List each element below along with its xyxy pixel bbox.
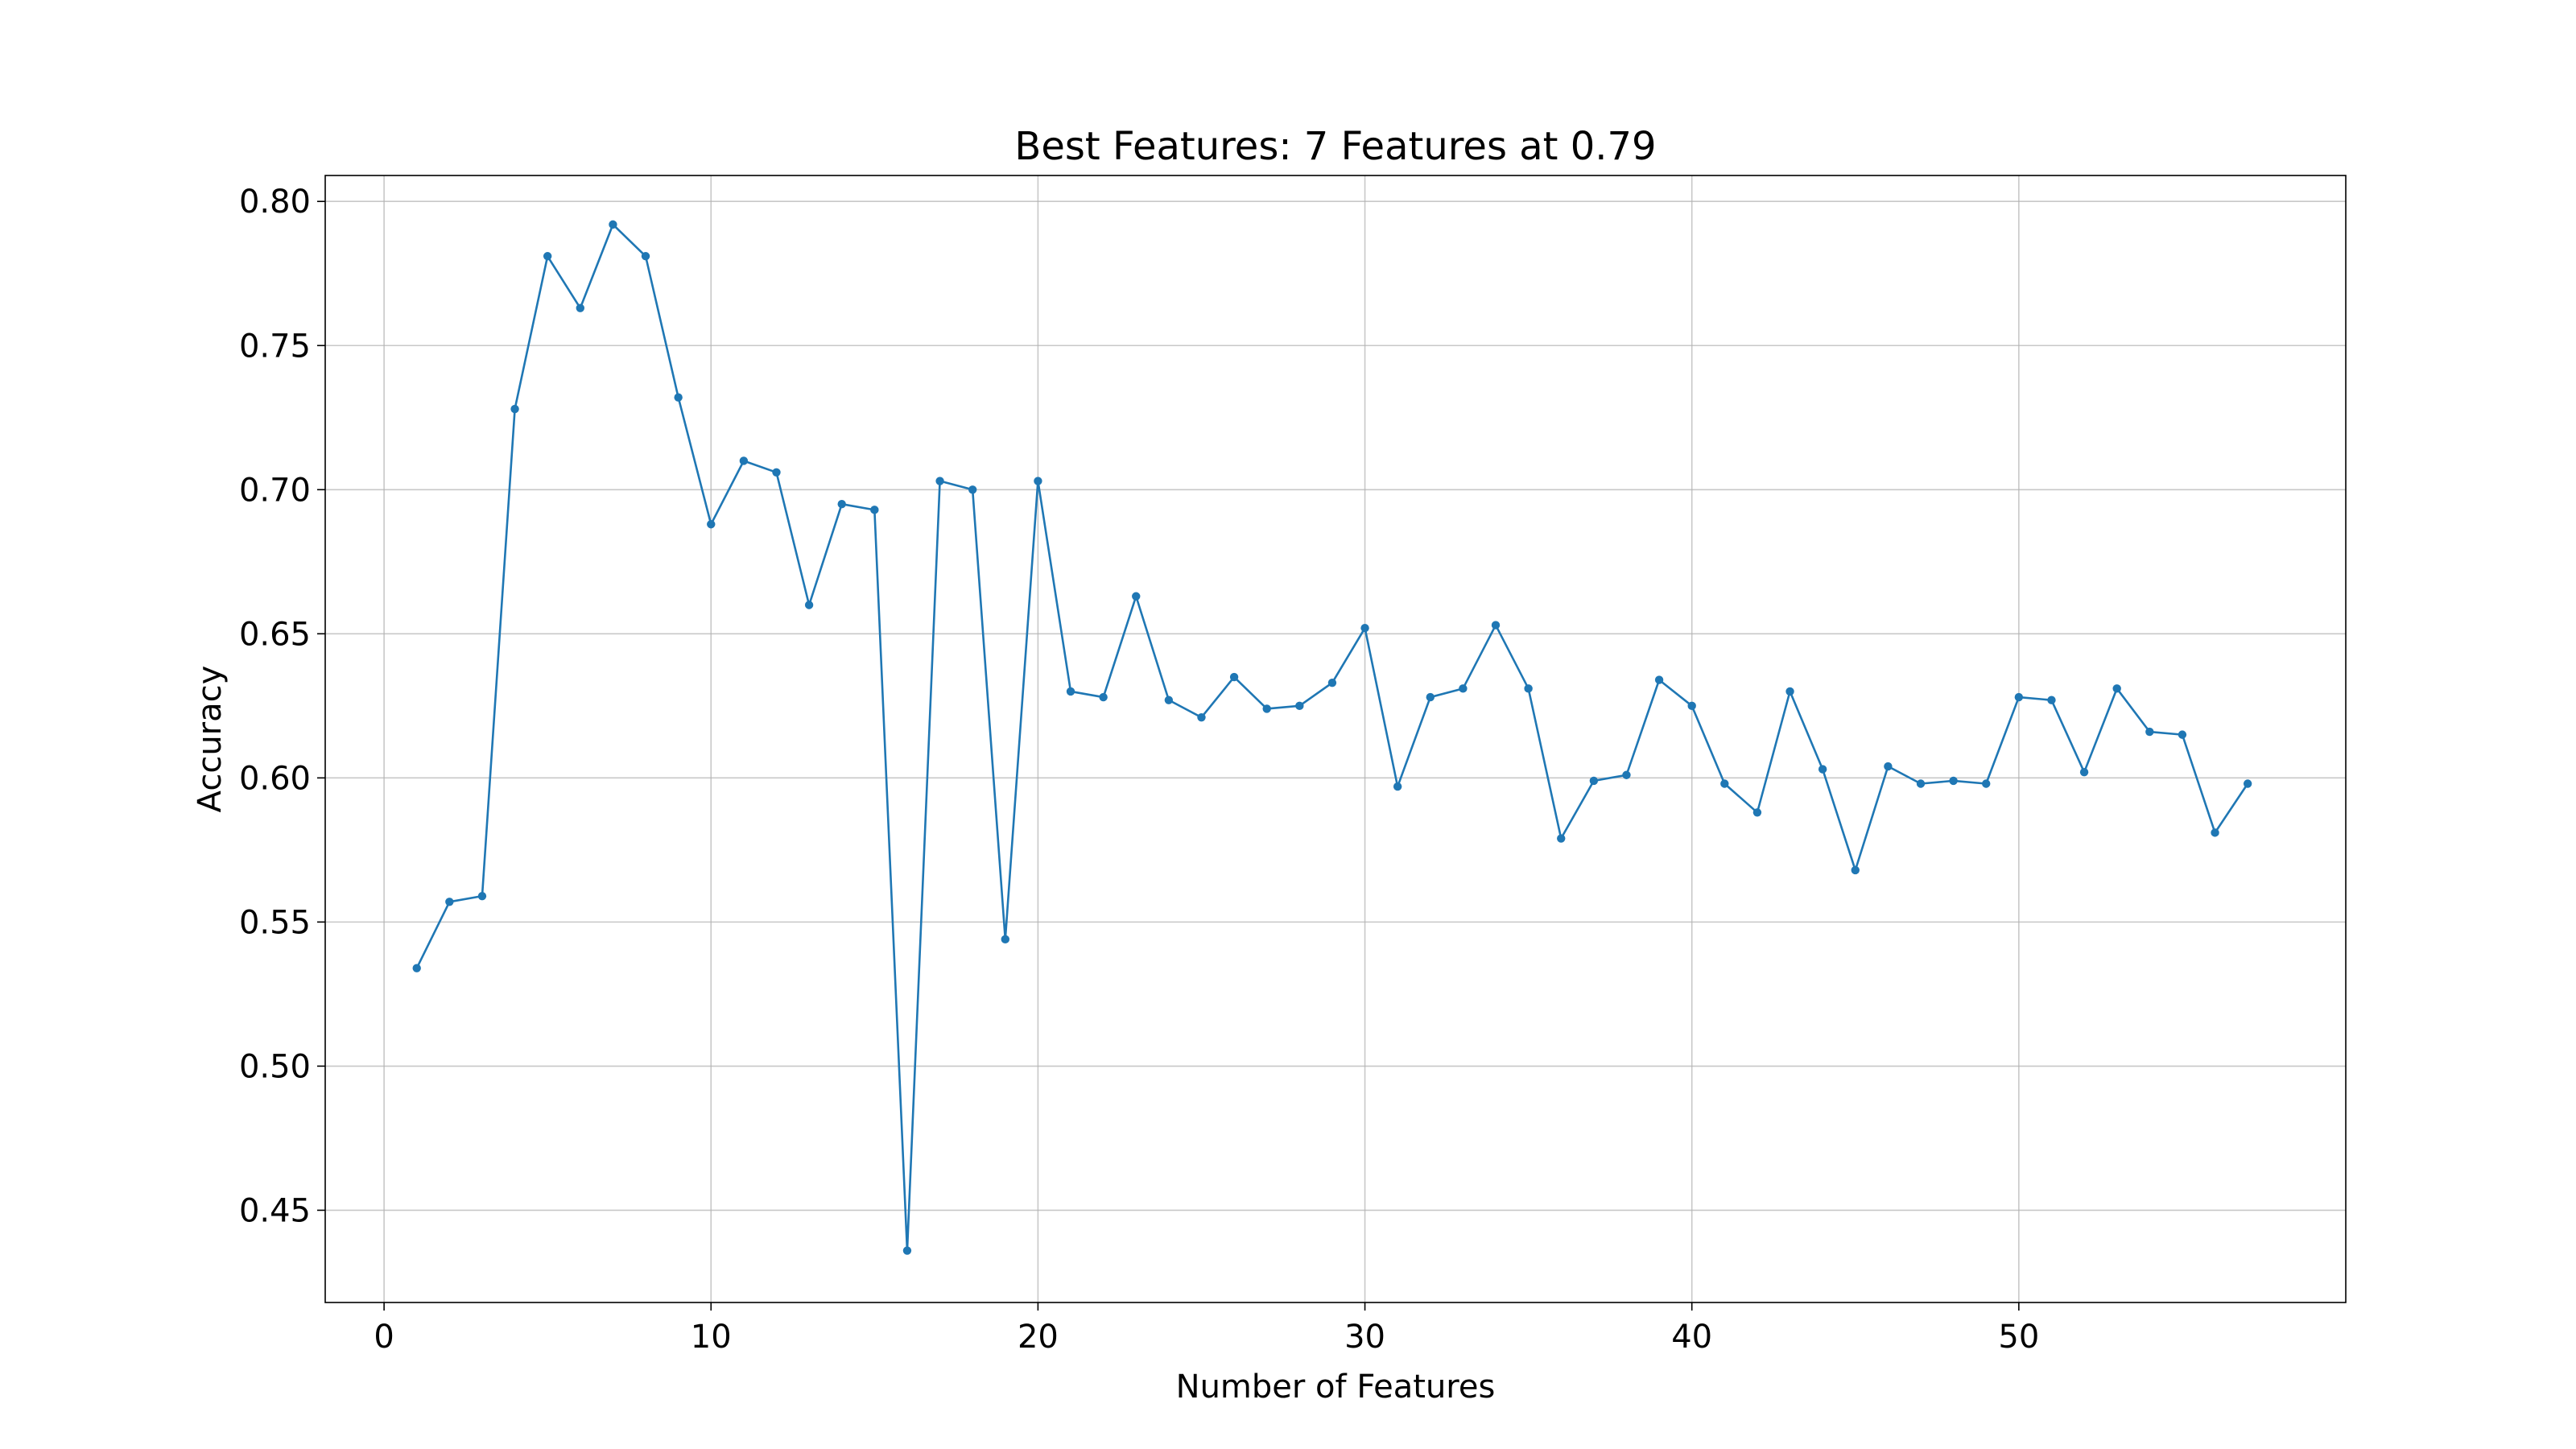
data-point (543, 252, 552, 261)
data-point (445, 898, 454, 906)
data-point (1295, 701, 1304, 711)
data-point (1327, 678, 1337, 687)
data-point (1949, 776, 1958, 786)
data-point (1491, 621, 1501, 630)
data-point (609, 220, 617, 229)
series-accuracy (412, 220, 2252, 1255)
data-point (1720, 779, 1729, 788)
data-point (1426, 692, 1435, 702)
x-tick-label: 40 (1671, 1319, 1712, 1356)
data-point (641, 252, 650, 261)
data-point (1262, 704, 1271, 713)
data-point (902, 1246, 912, 1255)
data-point (2243, 779, 2252, 788)
data-point (1099, 692, 1108, 702)
y-tick-label: 0.70 (239, 472, 311, 509)
data-point (707, 520, 716, 529)
data-point (2014, 692, 2024, 702)
data-point (510, 404, 519, 414)
y-tick-label: 0.75 (239, 328, 311, 365)
y-tick-label: 0.80 (239, 184, 311, 221)
data-point (804, 601, 814, 609)
data-point (1884, 762, 1893, 771)
data-point (1785, 687, 1794, 696)
data-point (1360, 623, 1369, 633)
data-point (772, 468, 781, 477)
y-axis-label: Accuracy (192, 666, 229, 813)
data-point (1034, 477, 1042, 485)
y-tick-label: 0.55 (239, 904, 311, 941)
data-point (1066, 687, 1075, 696)
x-tick-label: 30 (1344, 1319, 1385, 1356)
data-point (1818, 765, 1827, 774)
data-point (1001, 935, 1009, 944)
data-point (412, 964, 421, 972)
data-point (1622, 770, 1631, 779)
x-axis-label: Number of Features (1176, 1368, 1496, 1406)
x-tick-label: 20 (1018, 1319, 1059, 1356)
data-point (1524, 684, 1533, 693)
data-point (1459, 684, 1468, 693)
data-point (1687, 701, 1696, 711)
data-point (968, 485, 977, 494)
data-point (1197, 712, 1206, 722)
x-tick-label: 50 (1998, 1319, 2039, 1356)
y-tick-label: 0.45 (239, 1192, 311, 1229)
x-tick-label: 10 (691, 1319, 732, 1356)
data-point (1654, 675, 1664, 684)
data-point (1851, 865, 1860, 875)
data-point (935, 477, 944, 485)
chart-title: Best Features: 7 Features at 0.79 (1014, 124, 1656, 169)
data-point (477, 891, 487, 901)
data-point (1916, 779, 1926, 788)
data-point (2211, 828, 2219, 837)
plot-frame (324, 175, 2347, 1303)
data-point (1229, 672, 1239, 682)
grid (325, 175, 2346, 1302)
data-point (870, 506, 879, 514)
data-point (837, 499, 846, 509)
axis-ticks: 0 10 20 30 40 50 0.45 0.50 0.55 0.60 0.65 0.70 0.75 0… (239, 184, 2039, 1356)
y-tick-label: 0.50 (239, 1048, 311, 1085)
data-point (2145, 727, 2154, 737)
data-point (1164, 696, 1174, 704)
x-tick-label: 0 (374, 1319, 394, 1356)
data-point (1393, 782, 1402, 791)
y-tick-label: 0.60 (239, 760, 311, 797)
data-point (2079, 767, 2089, 777)
data-point (1752, 808, 1762, 817)
data-point (1557, 834, 1566, 843)
data-point (2047, 696, 2056, 704)
data-point (1982, 779, 1991, 788)
data-point (739, 456, 749, 465)
data-point (2178, 730, 2187, 739)
data-point (1132, 592, 1141, 601)
data-point (2112, 684, 2121, 693)
y-tick-label: 0.65 (239, 616, 311, 653)
data-point (576, 303, 584, 312)
data-point (1589, 776, 1599, 786)
data-point (674, 393, 683, 402)
